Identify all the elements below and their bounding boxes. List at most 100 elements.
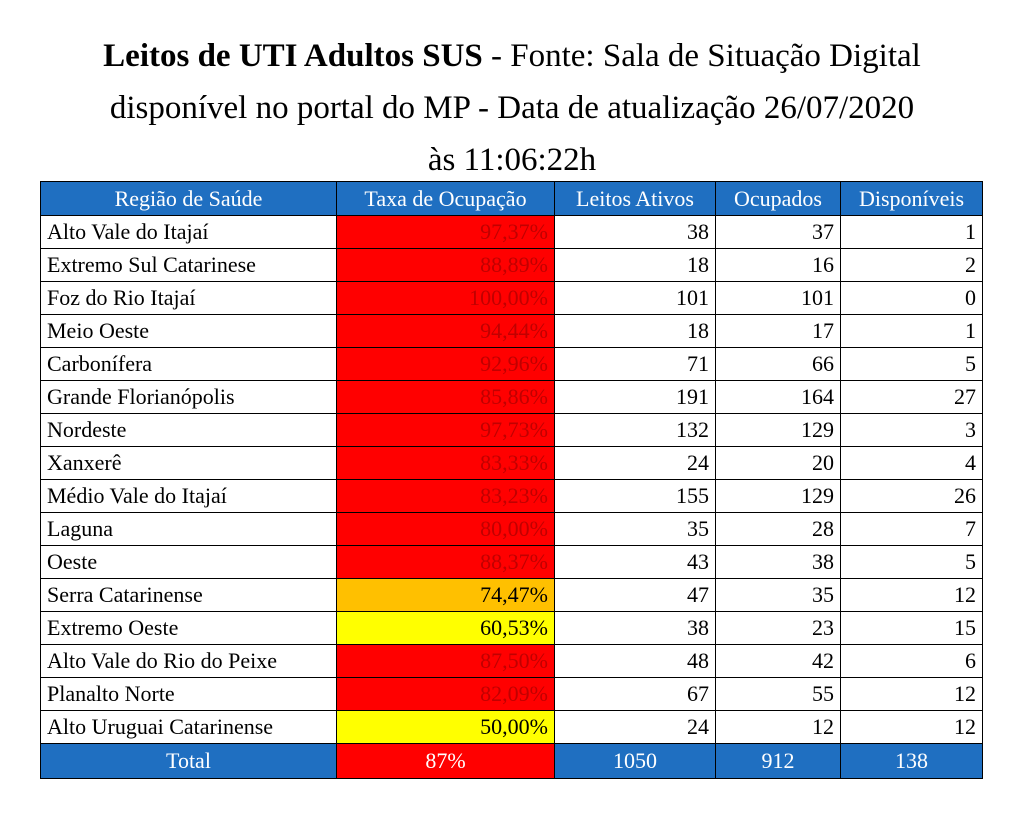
total-ocupados: 912 bbox=[715, 743, 841, 779]
leitos-ativos-cell: 71 bbox=[554, 347, 716, 381]
page-title: Leitos de UTI Adultos SUS - Fonte: Sala … bbox=[0, 30, 1024, 186]
table-row: Grande Florianópolis 85,86% 191 164 27 bbox=[40, 380, 983, 414]
title-rest: - Fonte: Sala de Situação Digital bbox=[482, 38, 921, 74]
occupancy-rate-cell: 74,47% bbox=[336, 578, 555, 612]
occupancy-rate-cell: 82,09% bbox=[336, 677, 555, 711]
ocupados-cell: 42 bbox=[715, 644, 841, 678]
ocupados-cell: 129 bbox=[715, 413, 841, 447]
occupancy-rate-cell: 60,53% bbox=[336, 611, 555, 645]
leitos-ativos-cell: 47 bbox=[554, 578, 716, 612]
ocupados-cell: 17 bbox=[715, 314, 841, 348]
occupancy-rate-cell: 80,00% bbox=[336, 512, 555, 546]
disponiveis-cell: 3 bbox=[840, 413, 983, 447]
table-header-row: Região de Saúde Taxa de Ocupação Leitos … bbox=[40, 181, 983, 216]
region-cell: Alto Vale do Itajaí bbox=[40, 215, 337, 249]
leitos-ativos-cell: 43 bbox=[554, 545, 716, 579]
table-row: Alto Uruguai Catarinense 50,00% 24 12 12 bbox=[40, 710, 983, 744]
header-disponiveis: Disponíveis bbox=[840, 181, 983, 216]
region-cell: Xanxerê bbox=[40, 446, 337, 480]
occupancy-rate-cell: 88,89% bbox=[336, 248, 555, 282]
disponiveis-cell: 5 bbox=[840, 347, 983, 381]
occupancy-rate-cell: 97,73% bbox=[336, 413, 555, 447]
leitos-ativos-cell: 191 bbox=[554, 380, 716, 414]
disponiveis-cell: 4 bbox=[840, 446, 983, 480]
leitos-ativos-cell: 155 bbox=[554, 479, 716, 513]
header-regiao: Região de Saúde bbox=[40, 181, 337, 216]
leitos-ativos-cell: 35 bbox=[554, 512, 716, 546]
ocupados-cell: 37 bbox=[715, 215, 841, 249]
disponiveis-cell: 26 bbox=[840, 479, 983, 513]
ocupados-cell: 164 bbox=[715, 380, 841, 414]
disponiveis-cell: 12 bbox=[840, 677, 983, 711]
title-line-1: Leitos de UTI Adultos SUS - Fonte: Sala … bbox=[0, 30, 1024, 82]
title-bold: Leitos de UTI Adultos SUS bbox=[103, 38, 483, 74]
table-row: Foz do Rio Itajaí 100,00% 101 101 0 bbox=[40, 281, 983, 315]
table-row: Xanxerê 83,33% 24 20 4 bbox=[40, 446, 983, 480]
title-line-3: às 11:06:22h bbox=[427, 142, 597, 178]
region-cell: Planalto Norte bbox=[40, 677, 337, 711]
leitos-ativos-cell: 38 bbox=[554, 611, 716, 645]
disponiveis-cell: 2 bbox=[840, 248, 983, 282]
disponiveis-cell: 6 bbox=[840, 644, 983, 678]
table-row: Médio Vale do Itajaí 83,23% 155 129 26 bbox=[40, 479, 983, 513]
leitos-ativos-cell: 101 bbox=[554, 281, 716, 315]
ocupados-cell: 55 bbox=[715, 677, 841, 711]
region-cell: Extremo Oeste bbox=[40, 611, 337, 645]
table-row: Planalto Norte 82,09% 67 55 12 bbox=[40, 677, 983, 711]
disponiveis-cell: 12 bbox=[840, 710, 983, 744]
table-row: Extremo Oeste 60,53% 38 23 15 bbox=[40, 611, 983, 645]
region-cell: Médio Vale do Itajaí bbox=[40, 479, 337, 513]
total-row: Total 87% 1050 912 138 bbox=[40, 743, 983, 779]
ocupados-cell: 12 bbox=[715, 710, 841, 744]
region-cell: Serra Catarinense bbox=[40, 578, 337, 612]
ocupados-cell: 16 bbox=[715, 248, 841, 282]
disponiveis-cell: 27 bbox=[840, 380, 983, 414]
region-cell: Nordeste bbox=[40, 413, 337, 447]
table-row: Nordeste 97,73% 132 129 3 bbox=[40, 413, 983, 447]
header-ocupados: Ocupados bbox=[715, 181, 841, 216]
region-cell: Extremo Sul Catarinese bbox=[40, 248, 337, 282]
region-cell: Oeste bbox=[40, 545, 337, 579]
occupancy-rate-cell: 100,00% bbox=[336, 281, 555, 315]
disponiveis-cell: 5 bbox=[840, 545, 983, 579]
ocupados-cell: 101 bbox=[715, 281, 841, 315]
ocupados-cell: 129 bbox=[715, 479, 841, 513]
table-row: Oeste 88,37% 43 38 5 bbox=[40, 545, 983, 579]
disponiveis-cell: 7 bbox=[840, 512, 983, 546]
total-ativos: 1050 bbox=[554, 743, 716, 779]
ocupados-cell: 66 bbox=[715, 347, 841, 381]
leitos-ativos-cell: 24 bbox=[554, 446, 716, 480]
region-cell: Meio Oeste bbox=[40, 314, 337, 348]
disponiveis-cell: 12 bbox=[840, 578, 983, 612]
table-row: Carbonífera 92,96% 71 66 5 bbox=[40, 347, 983, 381]
icu-beds-table: Região de Saúde Taxa de Ocupação Leitos … bbox=[40, 181, 983, 779]
occupancy-rate-cell: 85,86% bbox=[336, 380, 555, 414]
region-cell: Carbonífera bbox=[40, 347, 337, 381]
leitos-ativos-cell: 38 bbox=[554, 215, 716, 249]
table-row: Extremo Sul Catarinese 88,89% 18 16 2 bbox=[40, 248, 983, 282]
ocupados-cell: 23 bbox=[715, 611, 841, 645]
region-cell: Alto Uruguai Catarinense bbox=[40, 710, 337, 744]
ocupados-cell: 38 bbox=[715, 545, 841, 579]
occupancy-rate-cell: 83,23% bbox=[336, 479, 555, 513]
table-row: Laguna 80,00% 35 28 7 bbox=[40, 512, 983, 546]
region-cell: Laguna bbox=[40, 512, 337, 546]
occupancy-rate-cell: 50,00% bbox=[336, 710, 555, 744]
occupancy-rate-cell: 83,33% bbox=[336, 446, 555, 480]
region-cell: Foz do Rio Itajaí bbox=[40, 281, 337, 315]
occupancy-rate-cell: 88,37% bbox=[336, 545, 555, 579]
region-cell: Grande Florianópolis bbox=[40, 380, 337, 414]
header-taxa: Taxa de Ocupação bbox=[336, 181, 555, 216]
leitos-ativos-cell: 48 bbox=[554, 644, 716, 678]
disponiveis-cell: 1 bbox=[840, 314, 983, 348]
ocupados-cell: 35 bbox=[715, 578, 841, 612]
disponiveis-cell: 0 bbox=[840, 281, 983, 315]
leitos-ativos-cell: 24 bbox=[554, 710, 716, 744]
occupancy-rate-cell: 92,96% bbox=[336, 347, 555, 381]
disponiveis-cell: 15 bbox=[840, 611, 983, 645]
disponiveis-cell: 1 bbox=[840, 215, 983, 249]
total-disponiveis: 138 bbox=[840, 743, 983, 779]
leitos-ativos-cell: 18 bbox=[554, 314, 716, 348]
occupancy-rate-cell: 97,37% bbox=[336, 215, 555, 249]
header-leitos-ativos: Leitos Ativos bbox=[554, 181, 716, 216]
